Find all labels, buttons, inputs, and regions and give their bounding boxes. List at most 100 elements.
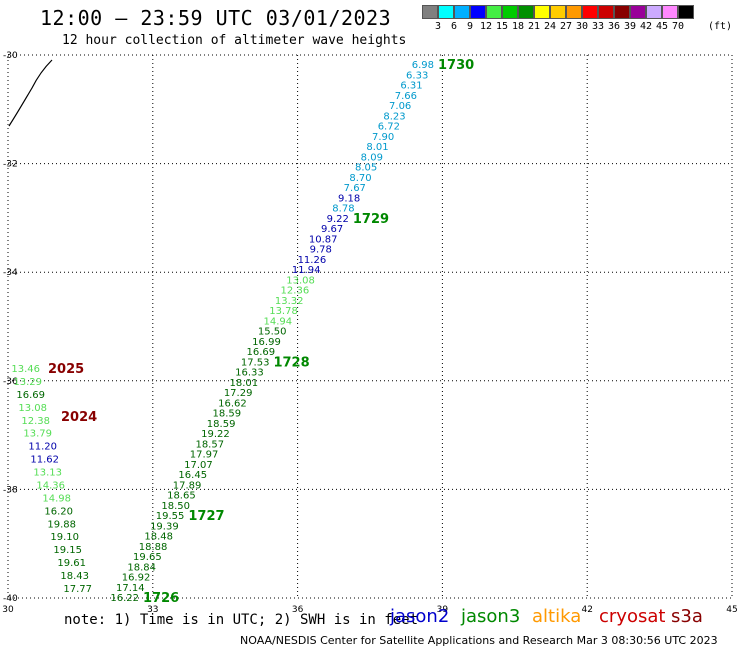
legend-swatch-15 [662,5,678,19]
swh-value: 17.14 [116,583,145,594]
lat-tick-label: -38 [3,485,18,495]
sat-jason2: jason2 [390,606,450,627]
lon-tick-label: 39 [437,605,449,615]
swh-value: 12.38 [21,416,50,427]
sat-altika: altika [532,606,582,627]
legend-swatch-4 [486,5,502,19]
swh-value: 8.01 [366,142,388,153]
lat-tick-label: -40 [3,594,18,604]
swh-value: 6.98 [412,60,434,71]
legend-label-33: 33 [591,21,605,32]
swh-value: 16.69 [247,347,276,358]
legend-label-9: 9 [466,21,474,32]
legend-swatch-12 [614,5,630,19]
swh-value: 7.66 [395,91,417,102]
swh-value: 18.01 [229,378,258,389]
swh-value: 18.59 [212,409,241,420]
legend-swatch-2 [454,5,470,19]
swh-value: 11.20 [28,442,57,453]
swh-value: 13.78 [269,306,298,317]
legend-swatch-14 [646,5,662,19]
legend-swatch-6 [518,5,534,19]
map-title: 12:00 — 23:59 UTC 03/01/2023 [40,6,392,30]
swh-value: 11.62 [30,455,59,466]
swh-value: 13.29 [13,377,42,388]
swh-value: 9.22 [327,214,349,225]
swh-value: 8.70 [349,173,371,184]
swh-value: 11.94 [292,265,321,276]
legend-label-45: 45 [655,21,669,32]
swh-value: 6.33 [406,70,428,81]
lon-tick-label: 36 [292,605,304,615]
swh-value: 18.43 [60,571,89,582]
track-time-label: 2024 [61,410,97,425]
swh-value: 18.50 [161,501,190,512]
swh-value: 8.23 [383,111,405,122]
swh-value: 8.09 [361,152,383,163]
track-time-label: 1730 [438,58,474,73]
legend-label-6: 6 [450,21,458,32]
swh-value: 16.92 [122,573,151,584]
swh-value: 19.65 [133,552,162,563]
legend-swatch-8 [550,5,566,19]
legend-label-12: 12 [479,21,493,32]
lon-tick-label: 30 [2,605,14,615]
track-time-label: 2025 [48,362,84,377]
swh-value: 19.22 [201,429,230,440]
sat-cryosat: cryosat [599,606,666,627]
swh-value: 13.32 [275,296,304,307]
swh-value: 19.39 [150,521,179,532]
swh-value: 19.61 [57,558,86,569]
swh-value: 18.59 [207,419,236,430]
swh-value: 10.87 [309,234,338,245]
swh-value: 7.67 [344,183,366,194]
legend-label-15: 15 [495,21,509,32]
legend-swatch-1 [438,5,454,19]
swh-value: 17.53 [241,357,270,368]
swh-value: 18.57 [195,439,224,450]
lat-tick-label: -30 [3,51,18,61]
swh-value: 17.29 [224,388,253,399]
swh-value: 17.89 [173,480,202,491]
legend-label-21: 21 [527,21,541,32]
legend-label-42: 42 [639,21,653,32]
legend-label-70: 70 [671,21,685,32]
legend-swatch-13 [630,5,646,19]
credit-line: NOAA/NESDIS Center for Satellite Applica… [240,634,718,647]
legend-unit: (ft) [708,21,733,32]
legend-label-39: 39 [623,21,637,32]
swh-value: 16.22 [110,593,139,604]
swh-value: 7.06 [389,101,411,112]
coastline [8,59,53,127]
swh-value: 17.77 [63,584,92,595]
map-frame [7,54,733,599]
swh-value: 8.78 [332,204,354,215]
swh-value: 6.72 [378,122,400,133]
lat-tick-label: -36 [3,377,18,387]
swh-value: 13.46 [11,364,40,375]
swh-value: 18.65 [167,491,196,502]
swh-value: 18.48 [144,532,173,543]
swh-value: 13.08 [286,275,315,286]
swh-value: 18.88 [139,542,168,553]
lat-lon-grid [7,54,733,599]
swh-value: 19.55 [156,511,185,522]
lon-tick-label: 42 [581,605,592,615]
swh-value: 19.10 [50,532,79,543]
legend-swatch-7 [534,5,550,19]
swh-value: 13.79 [23,429,52,440]
legend-swatch-9 [566,5,582,19]
legend-swatch-11 [598,5,614,19]
swh-value: 9.67 [321,224,343,235]
legend-swatch-0 [422,5,438,19]
legend-label-30: 30 [575,21,589,32]
track-time-label: 1727 [188,509,224,524]
axis-labels: 30 33 36 39 42 45 -30 -32 -34 -36 -38 -40 [2,51,737,615]
swh-value: 16.20 [44,506,73,517]
swh-value: 16.33 [235,368,264,379]
map-subtitle: 12 hour collection of altimeter wave hei… [62,33,407,48]
track-time-label: 1728 [273,355,309,370]
legend-swatch-3 [470,5,486,19]
track-time-label: 1726 [143,591,179,606]
